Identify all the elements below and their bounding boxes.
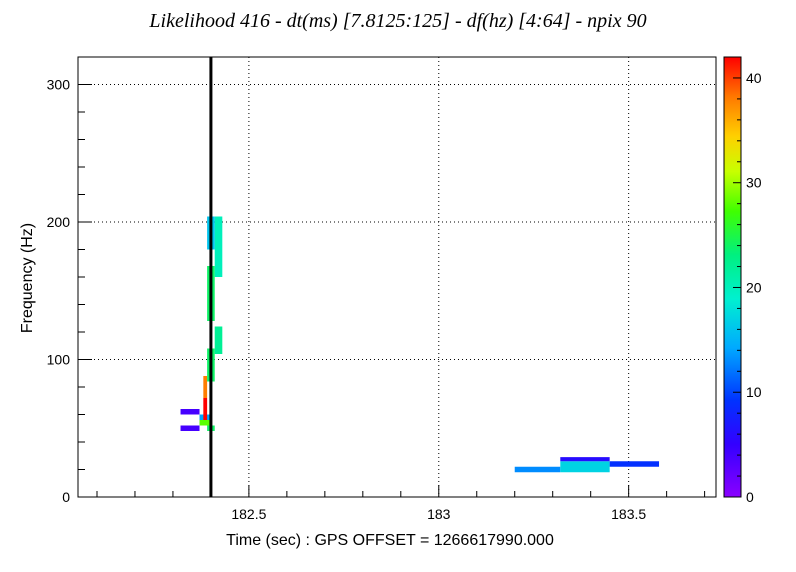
heatmap-cell xyxy=(180,409,200,415)
colorbar-tick-label: 20 xyxy=(746,279,762,295)
y-tick-label: 200 xyxy=(47,214,71,230)
heatmap-cell xyxy=(199,420,211,426)
y-tick-label: 300 xyxy=(47,77,71,93)
x-tick-label: 183.5 xyxy=(611,506,646,522)
x-axis-label: Time (sec) : GPS OFFSET = 1266617990.000 xyxy=(226,532,554,549)
heatmap-cell xyxy=(203,398,208,420)
heatmap-cell xyxy=(609,461,660,467)
grid-lines xyxy=(78,57,716,497)
x-tick-label: 183 xyxy=(427,506,451,522)
x-axis: 182.5 183 183.5 xyxy=(96,485,706,522)
heatmap-cell xyxy=(514,466,561,473)
heatmap-cell xyxy=(214,326,223,354)
colorbar-tick-label: 10 xyxy=(746,384,762,400)
y-tick-label: 100 xyxy=(47,352,71,368)
colorbar xyxy=(723,56,742,498)
colorbar-tick-label: 40 xyxy=(746,70,762,86)
heatmap-cell xyxy=(560,461,610,473)
y-tick-label: 0 xyxy=(62,489,70,505)
colorbar-tick-label: 0 xyxy=(746,489,754,505)
heatmap-cell xyxy=(180,425,200,431)
heatmap-cell xyxy=(203,376,208,398)
heatmap-cell xyxy=(560,457,610,462)
colorbar-tick-label: 30 xyxy=(746,175,762,191)
y-axis: 0 100 200 300 xyxy=(47,56,92,505)
colorbar-axis: 0 10 20 30 40 xyxy=(733,56,762,505)
chart-title: Likelihood 416 - dt(ms) [7.8125:125] - d… xyxy=(149,10,647,32)
heatmap-cell xyxy=(214,216,223,277)
y-axis-label: Frequency (Hz) xyxy=(19,222,36,334)
plot-area xyxy=(77,56,717,498)
x-tick-label: 182.5 xyxy=(231,506,266,522)
